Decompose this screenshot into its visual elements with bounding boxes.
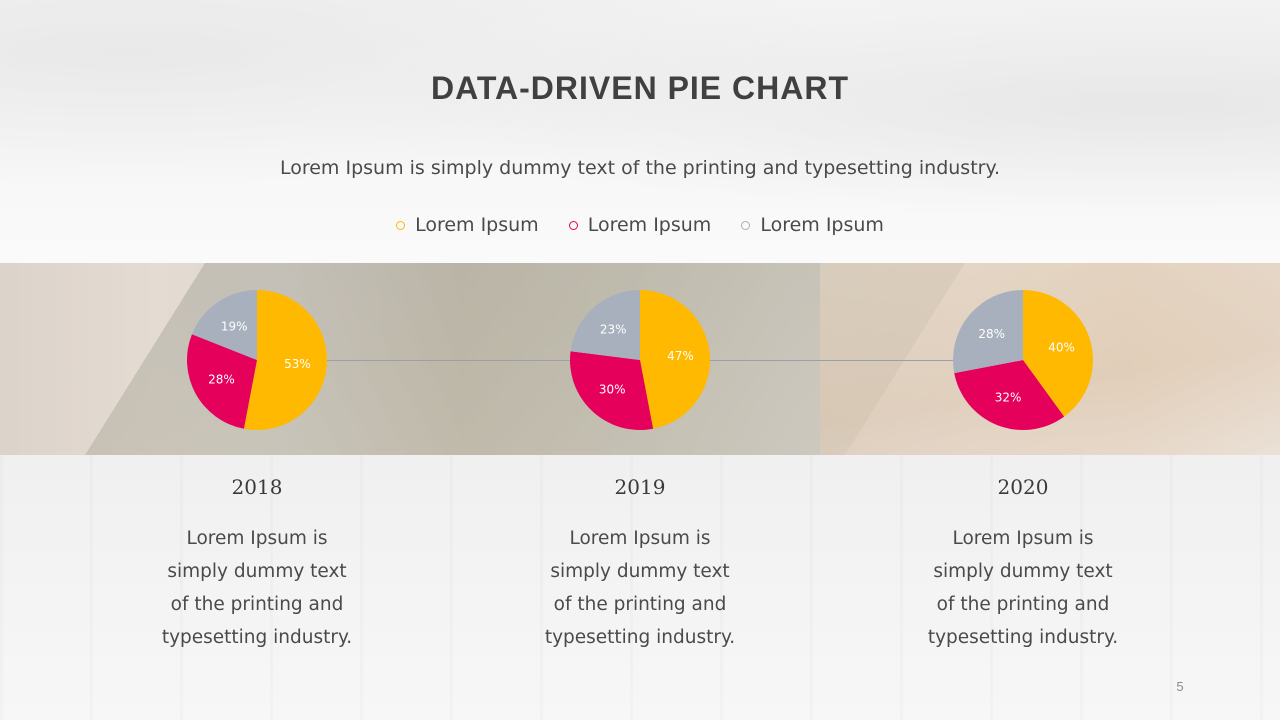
pie-slice-c bbox=[570, 290, 640, 360]
description-line: Lorem Ipsum is bbox=[186, 528, 328, 549]
pie-2018: 53% 28% 19% bbox=[187, 290, 328, 430]
legend-item: Lorem Ipsum bbox=[741, 214, 884, 236]
chart-legend: Lorem Ipsum Lorem Ipsum Lorem Ipsum bbox=[0, 211, 1280, 239]
pie-slice-b bbox=[570, 351, 654, 430]
pie-chart-svg: 47% 30% 23% bbox=[570, 290, 710, 430]
description-line: typesetting industry. bbox=[161, 627, 353, 648]
pie-data-label: 40% bbox=[1048, 340, 1075, 354]
pie-data-label: 28% bbox=[208, 373, 235, 387]
top-background bbox=[0, 0, 1280, 263]
description-line: Lorem Ipsum is bbox=[952, 528, 1094, 549]
legend-marker-icon bbox=[396, 220, 406, 230]
description-line: Lorem Ipsum is bbox=[569, 528, 711, 549]
description-line: of the printing and bbox=[553, 594, 727, 615]
pie-data-label: 30% bbox=[599, 383, 626, 397]
pie-chart-svg: 40% 32% 28% bbox=[953, 290, 1093, 430]
slide-title: DATA-DRIVEN PIE CHART bbox=[430, 70, 850, 106]
page-number: 5 bbox=[1176, 679, 1184, 694]
description-line: simply dummy text bbox=[933, 561, 1113, 582]
pie-slice-c bbox=[953, 290, 1023, 374]
column-2018: 2018 Lorem Ipsum is simply dummy text of… bbox=[127, 472, 387, 654]
legend-label: Lorem Ipsum bbox=[760, 214, 884, 236]
pie-slice-c bbox=[191, 290, 257, 360]
slide-subtitle: Lorem Ipsum is simply dummy text of the … bbox=[279, 157, 1001, 179]
column-2019: 2019 Lorem Ipsum is simply dummy text of… bbox=[510, 472, 770, 654]
timeline-connector bbox=[326, 360, 571, 361]
column-description: Lorem Ipsum is simply dummy text of the … bbox=[535, 522, 745, 654]
pie-data-label: 23% bbox=[600, 323, 627, 337]
timeline-connector bbox=[709, 360, 954, 361]
legend-marker-icon bbox=[741, 220, 751, 230]
description-line: of the printing and bbox=[936, 594, 1110, 615]
pie-slice-a bbox=[1023, 290, 1093, 417]
pie-2020: 40% 32% 28% bbox=[953, 290, 1093, 430]
legend-label: Lorem Ipsum bbox=[587, 214, 712, 236]
pie-data-label: 53% bbox=[284, 357, 311, 371]
description-line: typesetting industry. bbox=[544, 627, 736, 648]
pie-slice-b bbox=[954, 360, 1065, 430]
legend-label: Lorem Ipsum bbox=[415, 214, 539, 236]
pie-data-label: 28% bbox=[978, 327, 1005, 341]
pie-chart-svg: 53% 28% 19% bbox=[187, 290, 328, 430]
pie-slice-b bbox=[187, 334, 257, 429]
pie-data-label: 32% bbox=[995, 391, 1022, 405]
pie-slice-a bbox=[640, 290, 710, 429]
legend-item: Lorem Ipsum bbox=[396, 214, 539, 236]
pie-slice-a bbox=[243, 290, 328, 430]
pie-data-label: 47% bbox=[667, 349, 694, 363]
column-description: Lorem Ipsum is simply dummy text of the … bbox=[918, 522, 1128, 654]
legend-marker-icon bbox=[568, 220, 578, 230]
description-line: typesetting industry. bbox=[927, 627, 1119, 648]
year-label: 2020 bbox=[997, 475, 1049, 499]
column-2020: 2020 Lorem Ipsum is simply dummy text of… bbox=[893, 472, 1153, 654]
bottom-background bbox=[0, 455, 1280, 720]
pie-data-label: 19% bbox=[221, 319, 248, 333]
year-label: 2018 bbox=[231, 475, 283, 499]
year-label: 2019 bbox=[614, 475, 666, 499]
description-line: of the printing and bbox=[170, 594, 344, 615]
column-description: Lorem Ipsum is simply dummy text of the … bbox=[152, 522, 362, 654]
description-line: simply dummy text bbox=[167, 561, 347, 582]
description-line: simply dummy text bbox=[550, 561, 730, 582]
pie-2019: 47% 30% 23% bbox=[570, 290, 710, 430]
legend-item: Lorem Ipsum bbox=[568, 214, 712, 236]
